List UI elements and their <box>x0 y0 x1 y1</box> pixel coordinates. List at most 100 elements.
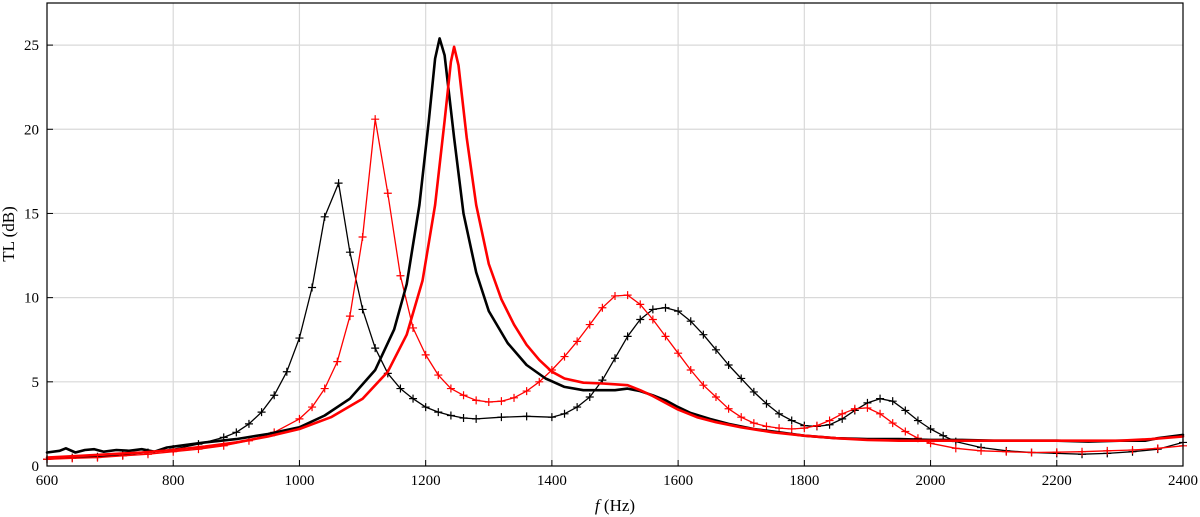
data-point-marker <box>459 414 468 423</box>
data-point-marker <box>547 413 556 422</box>
y-tick-label: 0 <box>32 459 40 475</box>
data-point-marker <box>1078 447 1087 456</box>
data-point-marker <box>800 424 809 433</box>
data-point-marker <box>585 392 594 401</box>
data-point-marker <box>762 399 771 408</box>
data-point-marker <box>396 271 405 280</box>
data-point-marker <box>1128 446 1137 455</box>
series-line <box>46 182 1184 460</box>
data-point-marker <box>636 315 645 324</box>
data-point-marker <box>585 320 594 329</box>
data-point-marker <box>484 398 493 407</box>
data-point-marker <box>876 394 885 403</box>
y-tick-label: 25 <box>24 38 39 54</box>
data-point-marker <box>661 332 670 341</box>
x-tick-label: 1200 <box>411 473 441 489</box>
data-point-marker <box>244 419 253 428</box>
x-tick-label: 1600 <box>663 473 693 489</box>
data-point-marker <box>749 419 758 428</box>
data-point-marker <box>472 414 481 423</box>
data-point-marker <box>1002 447 1011 456</box>
data-point-marker <box>333 357 342 366</box>
data-point-marker <box>913 416 922 425</box>
data-point-marker <box>282 367 291 376</box>
data-point-marker <box>888 419 897 428</box>
data-point-marker <box>661 303 670 312</box>
data-point-marker <box>812 421 821 430</box>
data-point-marker <box>737 374 746 383</box>
data-point-marker <box>951 444 960 453</box>
data-point-marker <box>535 377 544 386</box>
data-point-marker <box>711 392 720 401</box>
data-point-marker <box>674 307 683 316</box>
data-point-marker <box>699 381 708 390</box>
data-point-marker <box>598 303 607 312</box>
data-point-marker <box>901 427 910 436</box>
data-point-marker <box>711 345 720 354</box>
data-point-marker <box>308 283 317 292</box>
data-point-marker <box>472 396 481 405</box>
data-point-marker <box>863 403 872 412</box>
y-tick-label: 20 <box>24 122 39 138</box>
data-point-marker <box>699 330 708 339</box>
data-point-marker <box>371 115 380 124</box>
data-point-marker <box>409 323 418 332</box>
x-axis-label-symbol: f <box>595 496 602 515</box>
y-axis-label: TL (dB) <box>0 206 18 262</box>
series-4 <box>45 45 1185 459</box>
data-point-marker <box>383 189 392 198</box>
data-point-marker <box>434 371 443 380</box>
data-point-marker <box>611 354 619 363</box>
data-point-marker <box>825 416 834 425</box>
data-point-marker <box>459 391 468 400</box>
data-point-marker <box>560 352 569 361</box>
series-layer <box>43 37 1187 464</box>
data-point-marker <box>977 446 986 455</box>
data-point-marker <box>623 332 632 341</box>
x-tick-label: 600 <box>36 473 59 489</box>
series-3 <box>45 37 1185 454</box>
data-point-marker <box>421 403 430 412</box>
data-point-marker <box>522 387 531 396</box>
x-axis-label: f (Hz) <box>595 496 635 515</box>
data-point-marker <box>648 305 657 314</box>
data-point-marker <box>232 428 241 437</box>
x-tick-label: 2400 <box>1168 473 1198 489</box>
data-point-marker <box>334 179 343 188</box>
data-point-marker <box>623 291 632 300</box>
x-tick-label: 1800 <box>789 473 819 489</box>
data-point-marker <box>674 349 683 358</box>
grid <box>47 3 1183 466</box>
data-point-marker <box>775 424 784 433</box>
data-point-marker <box>686 366 695 375</box>
data-point-marker <box>295 414 304 423</box>
data-point-marker <box>371 344 380 353</box>
data-point-marker <box>636 300 645 309</box>
data-point-marker <box>724 404 733 413</box>
data-point-marker <box>270 391 279 400</box>
data-point-marker <box>787 416 796 425</box>
x-tick-label: 1400 <box>537 473 567 489</box>
data-point-marker <box>737 413 746 422</box>
data-point-marker <box>345 248 354 257</box>
series-1 <box>43 179 1187 464</box>
x-tick-label: 2000 <box>916 473 946 489</box>
x-tick-label: 800 <box>162 473 185 489</box>
data-point-marker <box>295 334 304 343</box>
data-point-marker <box>308 403 317 412</box>
series-line <box>46 118 1184 460</box>
x-tick-label: 2200 <box>1042 473 1072 489</box>
data-point-marker <box>421 350 430 359</box>
data-point-marker <box>775 409 784 418</box>
y-axis-ticks: 0 5 10 15 20 25 <box>24 38 53 475</box>
data-point-marker <box>838 409 847 418</box>
data-point-marker <box>497 397 506 406</box>
x-axis-ticks: 600 800 1000 1200 1400 1600 1800 2000 2200 2400 <box>36 460 1198 489</box>
data-point-marker <box>926 424 935 433</box>
data-point-marker <box>573 337 582 346</box>
data-point-marker <box>320 384 329 393</box>
x-tick-label: 1000 <box>284 473 314 489</box>
data-point-marker <box>409 394 418 403</box>
data-point-marker <box>510 393 519 402</box>
